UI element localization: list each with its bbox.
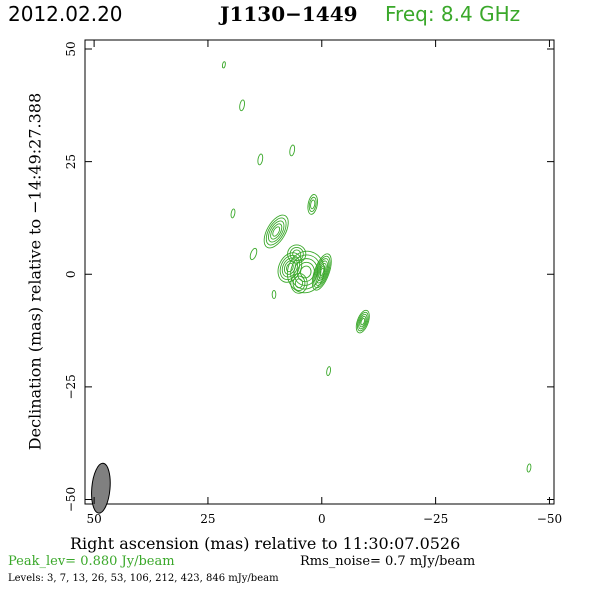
contour-line bbox=[281, 257, 298, 278]
x-tick-label: 25 bbox=[200, 512, 215, 526]
x-tick-label: −50 bbox=[537, 512, 562, 526]
contour-line bbox=[296, 261, 315, 283]
contour-component bbox=[271, 289, 277, 300]
contour-line bbox=[311, 253, 332, 291]
y-tick-label: −50 bbox=[64, 487, 78, 512]
beam-layer bbox=[91, 462, 111, 514]
contour-line bbox=[310, 199, 316, 210]
contour-line bbox=[249, 247, 258, 261]
contour-line bbox=[290, 254, 322, 290]
contour-line bbox=[308, 196, 317, 212]
contour-line bbox=[271, 289, 277, 300]
peak-level: Peak_lev= 0.880 Jy/beam bbox=[8, 554, 175, 569]
contour-line bbox=[307, 194, 318, 215]
contour-line bbox=[313, 255, 331, 289]
y-axis-label: Declination (mas) relative to −14:49:27.… bbox=[25, 92, 45, 451]
contour-component bbox=[290, 272, 308, 294]
plot-frame bbox=[84, 39, 555, 505]
contour-component bbox=[307, 194, 318, 215]
contour-line bbox=[283, 260, 296, 275]
contour-component bbox=[239, 99, 245, 112]
contour-line bbox=[360, 317, 366, 326]
contour-line bbox=[287, 244, 307, 264]
contour-line bbox=[355, 309, 370, 334]
y-tick-label: −25 bbox=[64, 374, 78, 399]
source-name: J1130−1449 bbox=[220, 2, 358, 26]
contour-component bbox=[526, 463, 532, 473]
contour-component bbox=[287, 244, 307, 264]
contour-line bbox=[257, 153, 264, 166]
beam-ellipse bbox=[91, 462, 111, 514]
contour-line bbox=[272, 226, 281, 237]
contour-line bbox=[270, 223, 283, 240]
contour-component bbox=[286, 250, 325, 294]
contour-line bbox=[290, 272, 308, 294]
contour-line bbox=[265, 217, 287, 246]
contour-levels: Levels: 3, 7, 13, 26, 53, 106, 212, 423,… bbox=[8, 573, 279, 584]
contour-component bbox=[257, 153, 264, 166]
contour-component bbox=[221, 61, 226, 69]
contour-line bbox=[358, 313, 368, 330]
contour-line bbox=[326, 366, 332, 377]
contour-line bbox=[268, 220, 285, 243]
x-tick-label: 50 bbox=[86, 512, 101, 526]
contour-component bbox=[249, 247, 258, 261]
contour-line bbox=[526, 463, 532, 473]
x-tick-label: −25 bbox=[423, 512, 448, 526]
contour-line bbox=[314, 258, 330, 286]
contour-line bbox=[289, 144, 296, 157]
contour-layer bbox=[221, 61, 532, 473]
contour-line bbox=[292, 249, 302, 259]
contour-line bbox=[286, 262, 294, 273]
contour-line bbox=[221, 61, 226, 69]
contour-component bbox=[289, 144, 296, 157]
contour-line bbox=[263, 214, 289, 249]
y-tick-label: 25 bbox=[64, 154, 78, 169]
contour-line bbox=[286, 250, 325, 294]
observation-date: 2012.02.20 bbox=[8, 2, 123, 26]
contour-component bbox=[230, 208, 236, 219]
frequency-label: Freq: 8.4 GHz bbox=[385, 2, 521, 26]
contour-line bbox=[230, 208, 236, 219]
y-tick-label: 50 bbox=[64, 41, 78, 56]
contour-component bbox=[263, 214, 289, 249]
contour-line bbox=[279, 254, 301, 281]
contour-line bbox=[239, 99, 245, 112]
rms-noise: Rms_noise= 0.7 mJy/beam bbox=[300, 554, 476, 569]
contour-line bbox=[289, 246, 304, 262]
contour-component bbox=[355, 309, 370, 334]
contour-line bbox=[359, 315, 367, 328]
y-tick-label: 0 bbox=[64, 270, 78, 278]
contour-component bbox=[326, 366, 332, 377]
contour-line bbox=[292, 275, 306, 291]
x-axis-label: Right ascension (mas) relative to 11:30:… bbox=[70, 534, 461, 553]
x-tick-label: 0 bbox=[318, 512, 326, 526]
contour-line bbox=[356, 311, 369, 332]
contour-line bbox=[294, 278, 304, 289]
contour-line bbox=[277, 252, 303, 283]
contour-component bbox=[277, 252, 303, 283]
tick-layer: 50 25 0 −25 −50 −50 −25 0 25 50 bbox=[64, 40, 562, 526]
